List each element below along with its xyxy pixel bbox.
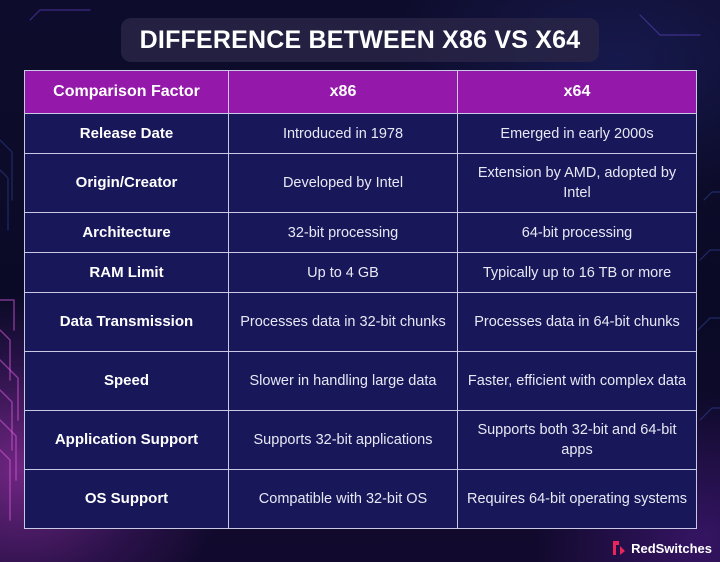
row-x86-value: Developed by Intel (228, 153, 458, 213)
table-row: Speed Slower in handling large data Fast… (24, 351, 697, 411)
table-header-row: Comparison Factor x86 x64 (24, 70, 697, 114)
row-x86-value: Supports 32-bit applications (228, 410, 458, 470)
row-factor: Architecture (24, 212, 229, 253)
table-row: Data Transmission Processes data in 32-b… (24, 292, 697, 352)
row-x64-value: Processes data in 64-bit chunks (457, 292, 697, 352)
row-factor: Application Support (24, 410, 229, 470)
row-x64-value: Emerged in early 2000s (457, 113, 697, 154)
row-x86-value: Slower in handling large data (228, 351, 458, 411)
redswitches-logo-icon (612, 540, 626, 556)
row-x64-value: Supports both 32-bit and 64-bit apps (457, 410, 697, 470)
row-x86-value: 32-bit processing (228, 212, 458, 253)
page-title: DIFFERENCE BETWEEN X86 VS X64 (139, 25, 581, 54)
title-banner: DIFFERENCE BETWEEN X86 VS X64 (121, 18, 599, 62)
table-row: RAM Limit Up to 4 GB Typically up to 16 … (24, 252, 697, 293)
row-x64-value: Requires 64-bit operating systems (457, 469, 697, 529)
row-x86-value: Introduced in 1978 (228, 113, 458, 154)
row-factor: RAM Limit (24, 252, 229, 293)
brand-watermark: RedSwitches (612, 540, 712, 556)
row-x86-value: Processes data in 32-bit chunks (228, 292, 458, 352)
table-row: Origin/Creator Developed by Intel Extens… (24, 153, 697, 213)
table-row: Architecture 32-bit processing 64-bit pr… (24, 212, 697, 253)
comparison-table: Comparison Factor x86 x64 Release Date I… (24, 70, 697, 529)
table-row: OS Support Compatible with 32-bit OS Req… (24, 469, 697, 529)
row-x64-value: Faster, efficient with complex data (457, 351, 697, 411)
row-factor: Speed (24, 351, 229, 411)
row-factor: Release Date (24, 113, 229, 154)
row-x64-value: 64-bit processing (457, 212, 697, 253)
row-x64-value: Extension by AMD, adopted by Intel (457, 153, 697, 213)
table-row: Release Date Introduced in 1978 Emerged … (24, 113, 697, 154)
row-factor: Data Transmission (24, 292, 229, 352)
brand-name: RedSwitches (631, 540, 712, 556)
row-factor: Origin/Creator (24, 153, 229, 213)
table-row: Application Support Supports 32-bit appl… (24, 410, 697, 470)
header-x86: x86 (228, 70, 458, 114)
row-factor: OS Support (24, 469, 229, 529)
row-x86-value: Up to 4 GB (228, 252, 458, 293)
header-comparison-factor: Comparison Factor (24, 70, 229, 114)
header-x64: x64 (457, 70, 697, 114)
row-x64-value: Typically up to 16 TB or more (457, 252, 697, 293)
row-x86-value: Compatible with 32-bit OS (228, 469, 458, 529)
